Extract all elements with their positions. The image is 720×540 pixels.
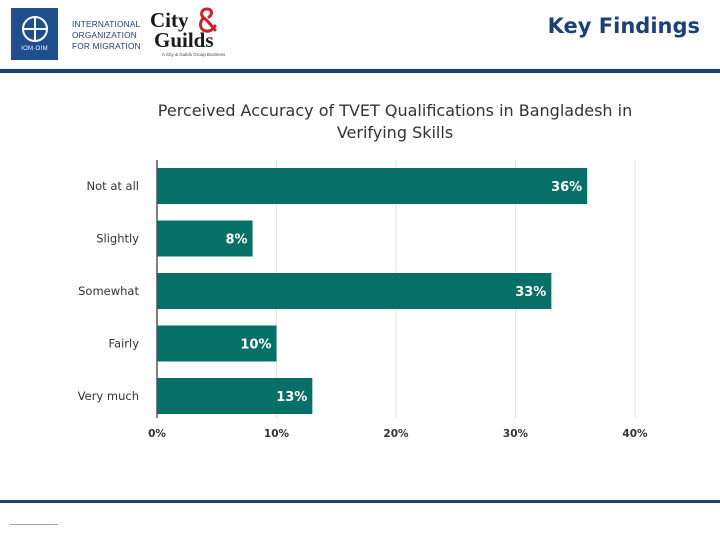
chart-title: Perceived Accuracy of TVET Qualification… <box>157 101 633 142</box>
data-label: 33% <box>515 285 546 300</box>
ampersand-lion-icon <box>199 7 217 33</box>
category-label: Not at all <box>87 179 139 193</box>
x-tick-label: 30% <box>503 428 529 440</box>
globe-icon <box>21 16 48 42</box>
footer-mark <box>10 524 58 525</box>
category-label: Fairly <box>108 337 139 351</box>
page-title: Key Findings <box>547 14 700 38</box>
iom-name-line: ORGANIZATION <box>72 30 137 40</box>
data-label: 8% <box>226 233 248 248</box>
category-label: Slightly <box>96 232 139 246</box>
data-label: 13% <box>276 390 307 405</box>
x-tick-label: 10% <box>264 428 290 440</box>
bar <box>157 220 253 257</box>
footer-rule <box>0 500 720 503</box>
iom-logo-code: IOM·OIM <box>21 46 48 52</box>
category-label: Very much <box>78 389 139 403</box>
cg-logo-line1: City <box>150 8 189 32</box>
bar <box>157 325 277 362</box>
bar <box>157 273 552 309</box>
x-tick-label: 0% <box>148 428 166 440</box>
iom-logo: IOM·OIM <box>11 8 58 60</box>
iom-name-line: INTERNATIONAL <box>72 19 141 29</box>
x-tick-label: 20% <box>383 428 409 440</box>
cg-tagline: A City & Guilds Group Business <box>162 52 226 57</box>
bar <box>157 168 588 204</box>
iom-name-line: FOR MIGRATION <box>72 41 141 51</box>
header: IOM·OIM INTERNATIONAL ORGANIZATION FOR M… <box>0 0 720 70</box>
city-and-guilds-logo: City Guilds A City & Guilds Group Busine… <box>150 6 225 58</box>
cg-logo-line2: Guilds <box>154 28 214 52</box>
data-label: 36% <box>551 180 582 195</box>
iom-organization-name: INTERNATIONAL ORGANIZATION FOR MIGRATION <box>72 19 146 52</box>
category-label: Somewhat <box>78 284 139 298</box>
header-rule <box>0 69 720 73</box>
bar <box>157 378 313 414</box>
data-label: 10% <box>240 338 271 353</box>
x-tick-label: 40% <box>622 428 648 440</box>
